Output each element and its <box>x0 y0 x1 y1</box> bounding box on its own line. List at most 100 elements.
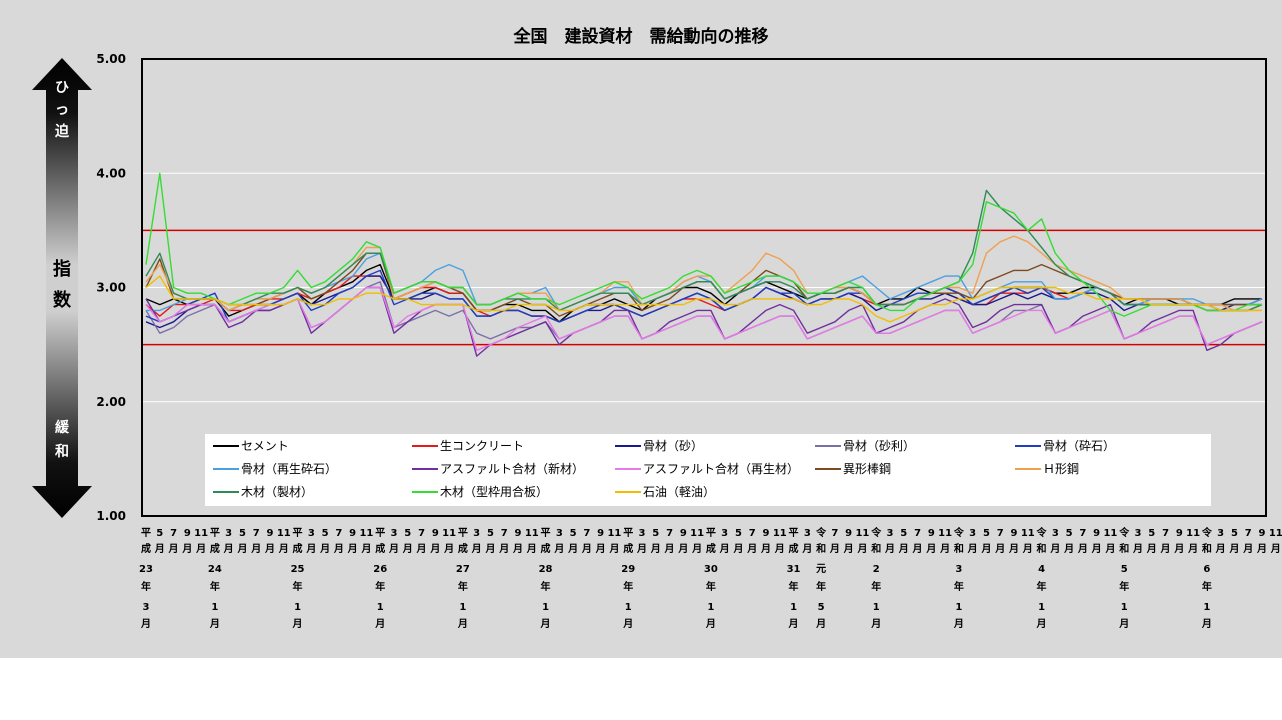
legend-swatch <box>815 445 841 447</box>
y-tick-label: 1.00 <box>96 509 126 523</box>
x-tick-label: 平成 29 年 1 月 <box>621 527 635 630</box>
legend-swatch <box>213 468 239 470</box>
arrow-mid-char-1: 指 <box>53 259 71 280</box>
legend-label: 異形棒鋼 <box>843 462 892 476</box>
legend-swatch <box>412 445 438 447</box>
x-tick-label: 11 月 <box>773 528 787 555</box>
series-line <box>146 252 1263 312</box>
x-tick-label: 令和 2 年 1 月 <box>870 526 882 630</box>
legend-swatch <box>1015 468 1041 470</box>
y-tick-label: 2.00 <box>96 395 126 409</box>
legend-label: 生コンクリート <box>440 439 525 453</box>
x-tick-label: 平成 30 年 1 月 <box>704 527 718 630</box>
series-line <box>145 275 1262 323</box>
legend-label: セメント <box>241 439 289 453</box>
arrow-top-char-1: ひ <box>55 80 69 96</box>
arrow-top-char-2: っ <box>55 102 69 118</box>
y-tick-label: 3.00 <box>96 281 126 295</box>
x-tick-label: 11 月 <box>938 528 952 555</box>
legend-label: アスファルト合材（再生材） <box>643 462 800 476</box>
scale-arrow: ひ っ 迫 指 数 緩 和 <box>32 58 92 518</box>
arrow-top-char-3: 迫 <box>55 124 69 140</box>
x-tick-label: 平成 28 年 1 月 <box>539 527 553 630</box>
legend-label: 石油（軽油） <box>643 485 716 499</box>
legend-swatch <box>1015 445 1041 447</box>
x-tick-label: 平成 27 年 1 月 <box>456 527 470 630</box>
x-tick-label: 11 月 <box>1269 528 1282 555</box>
x-tick-label: 11 月 <box>1103 528 1117 555</box>
legend-label: 骨材（砂利） <box>843 439 916 453</box>
legend: セメント 生コンクリート 骨材（砂） 骨材（砂利） 骨材（砕石） 骨材（再生砕石） アスファ… <box>205 434 1211 506</box>
legend-swatch <box>615 445 641 447</box>
x-tick-label: 11 月 <box>277 528 291 555</box>
legend-swatch <box>412 491 438 493</box>
x-tick-label: 11 月 <box>690 528 704 555</box>
legend-label: 木材（製材） <box>241 485 314 499</box>
series-line <box>145 172 1262 317</box>
legend-swatch <box>615 468 641 470</box>
x-tick-label: 令和 3 年 1 月 <box>953 526 965 630</box>
legend-label: 木材（型枠用合板） <box>440 485 549 499</box>
x-tick-label: 11 月 <box>607 528 621 555</box>
legend-label: アスファルト合材（新材） <box>440 462 585 476</box>
x-tick-label: 11 月 <box>1186 528 1200 555</box>
x-tick-label: 令和 4 年 1 月 <box>1036 526 1048 630</box>
arrow-bottom-char-1: 緩 <box>55 420 69 436</box>
x-tick-label: 11 月 <box>1021 528 1035 555</box>
arrow-mid-char-2: 数 <box>53 290 71 311</box>
legend-swatch <box>615 491 641 493</box>
legend-swatch <box>815 468 841 470</box>
x-tick-label: 平成 24 年 1 月 <box>208 527 222 630</box>
x-tick-label: 11 月 <box>359 528 373 555</box>
legend-label: 骨材（砕石） <box>1043 439 1116 453</box>
y-tick-label: 4.00 <box>96 166 126 180</box>
x-tick-label: 令和 6 年 1 月 <box>1201 526 1213 630</box>
x-tick-label: 令和 5 年 1 月 <box>1118 526 1130 630</box>
x-tick-label: 平成 23 年 3 月 <box>139 527 153 630</box>
legend-swatch <box>213 445 239 447</box>
arrow-bottom-char-2: 和 <box>55 444 69 460</box>
x-tick-label: 11 月 <box>525 528 539 555</box>
x-tick-label: 平成 26 年 1 月 <box>373 527 387 630</box>
x-tick-label: 平成 25 年 1 月 <box>291 527 305 630</box>
chart-title: 全国 建設資材 需給動向の推移 <box>513 27 769 47</box>
legend-label: 骨材（再生砕石） <box>241 462 338 476</box>
legend-swatch <box>412 468 438 470</box>
